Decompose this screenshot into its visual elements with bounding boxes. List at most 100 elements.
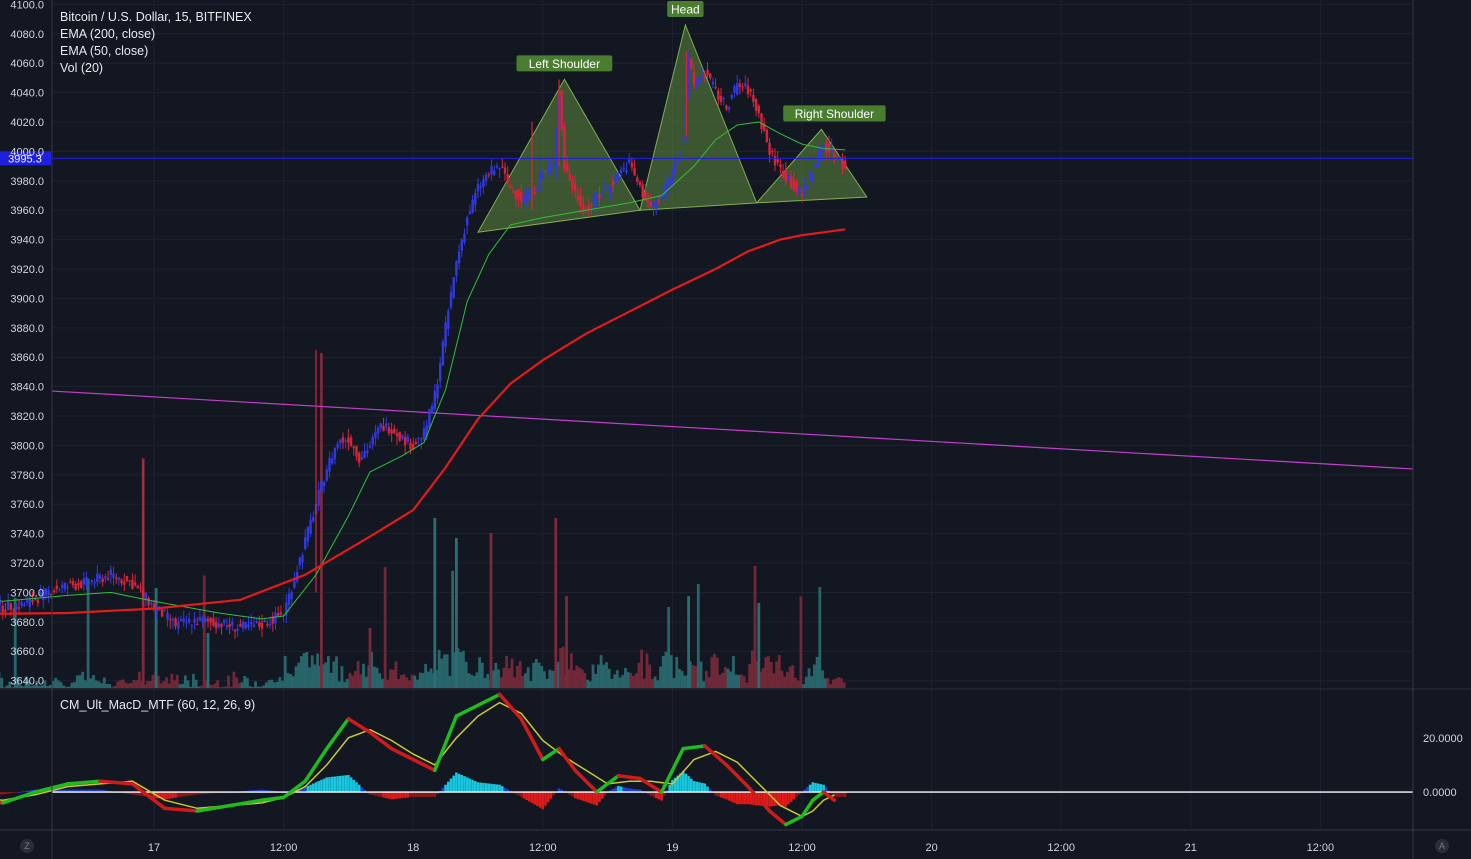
candle-body bbox=[563, 126, 566, 170]
candle-body bbox=[754, 98, 758, 111]
macd-histogram-bar bbox=[166, 792, 169, 799]
candle-body bbox=[633, 167, 636, 176]
macd-histogram-bar bbox=[700, 782, 704, 793]
candle-body bbox=[644, 191, 647, 201]
macd-histogram-bar bbox=[671, 779, 674, 793]
ema50-legend[interactable]: EMA (50, close) bbox=[60, 44, 149, 58]
auto-scale-button[interactable]: A bbox=[1435, 839, 1449, 853]
pattern-triangle-1 bbox=[639, 23, 758, 211]
macd-histogram-bar bbox=[622, 787, 626, 793]
candle-body bbox=[490, 166, 493, 175]
candle-body bbox=[452, 277, 455, 298]
candle-body bbox=[20, 601, 23, 606]
volume-bar bbox=[221, 686, 225, 688]
macd-histogram-bar bbox=[414, 792, 418, 797]
macd-histogram-bar bbox=[538, 792, 542, 808]
macd-line-segment bbox=[195, 803, 232, 813]
volume-bar bbox=[273, 682, 276, 688]
volume-bar bbox=[59, 682, 63, 688]
candle-body bbox=[741, 86, 744, 88]
symbol-title[interactable]: Bitcoin / U.S. Dollar, 15, BITFINEX bbox=[60, 10, 252, 24]
macd-histogram-bar bbox=[330, 776, 334, 793]
candle-body bbox=[727, 107, 731, 110]
macd-histogram-bar bbox=[401, 792, 404, 799]
macd-histogram-bar bbox=[379, 792, 383, 797]
volume-bar bbox=[46, 686, 50, 688]
macd-histogram-bar bbox=[833, 792, 836, 797]
macd-histogram-bar bbox=[503, 787, 507, 793]
volume-bar bbox=[742, 676, 746, 688]
candle-body bbox=[177, 621, 180, 629]
candle-body bbox=[336, 443, 339, 448]
candle-body bbox=[422, 428, 426, 440]
volume-legend[interactable]: Vol (20) bbox=[60, 61, 104, 75]
volume-bar bbox=[329, 672, 333, 688]
macd-line-segment bbox=[821, 790, 837, 802]
macd-histogram-bar bbox=[363, 789, 366, 793]
volume-bar bbox=[572, 670, 576, 688]
candle-body bbox=[385, 423, 388, 427]
volume-bar bbox=[556, 661, 560, 688]
trendline[interactable] bbox=[51, 390, 1414, 470]
time-tick-label: 12:00 bbox=[270, 842, 298, 854]
volume-bar bbox=[435, 670, 438, 688]
macd-histogram-bar bbox=[492, 784, 496, 793]
volume-bar bbox=[70, 682, 74, 688]
volume-bar bbox=[675, 656, 679, 688]
macd-histogram-bar bbox=[738, 792, 742, 805]
zoom-reset-button[interactable]: Z bbox=[20, 839, 34, 853]
volume-bar bbox=[302, 653, 306, 688]
chart-legend: Bitcoin / U.S. Dollar, 15, BITFINEX EMA … bbox=[60, 9, 252, 77]
candle-body bbox=[1, 605, 5, 613]
macd-legend[interactable]: CM_Ult_MacD_MTF (60, 12, 26, 9) bbox=[60, 698, 256, 712]
macd-histogram-bar bbox=[52, 789, 56, 793]
volume-bar bbox=[764, 657, 768, 688]
volume-bar bbox=[135, 680, 139, 688]
candle-body bbox=[379, 423, 382, 429]
candle-body bbox=[536, 187, 539, 192]
macd-histogram-bar bbox=[390, 792, 393, 800]
macd-histogram-bar bbox=[260, 789, 264, 793]
candle-body bbox=[101, 578, 104, 583]
candle-body bbox=[198, 616, 202, 621]
candle-body bbox=[746, 85, 750, 95]
volume-bar bbox=[127, 683, 131, 688]
trendline-line bbox=[51, 390, 1414, 470]
price-tick-label: 3700.0 bbox=[10, 587, 44, 599]
volume-bar bbox=[445, 654, 449, 688]
macd-histogram-bar bbox=[393, 792, 396, 800]
macd-histogram-bar bbox=[806, 787, 809, 793]
candle-body bbox=[395, 433, 399, 437]
macd-histogram-bar bbox=[333, 776, 337, 793]
ema200-legend[interactable]: EMA (200, close) bbox=[60, 27, 156, 41]
volume-bar bbox=[397, 678, 401, 688]
volume-bar bbox=[505, 655, 509, 688]
macd-histogram-bar bbox=[652, 792, 655, 797]
volume-bar bbox=[270, 679, 274, 688]
volume-bar bbox=[391, 669, 395, 688]
macd-histogram-bar bbox=[171, 792, 175, 799]
volume-bar bbox=[54, 677, 58, 688]
volume-bar bbox=[664, 651, 668, 688]
candle-body bbox=[709, 73, 712, 79]
price-tick-label: 3640.0 bbox=[10, 676, 44, 688]
macd-histogram-bar bbox=[87, 789, 91, 793]
candle-body bbox=[320, 480, 323, 492]
candle-body bbox=[641, 184, 644, 198]
candle-body bbox=[827, 144, 831, 151]
volume-bar bbox=[86, 578, 90, 688]
volume-bar bbox=[529, 681, 533, 688]
candle-body bbox=[250, 621, 253, 625]
candle-body bbox=[225, 625, 229, 628]
candle-body bbox=[703, 73, 706, 75]
macd-histogram-bar bbox=[71, 789, 75, 793]
volume-bar bbox=[543, 671, 546, 688]
volume-bar bbox=[364, 676, 368, 688]
macd-histogram-bar bbox=[725, 792, 728, 800]
candle-body bbox=[136, 585, 139, 588]
volume-bar bbox=[804, 676, 808, 688]
volume-bar bbox=[486, 673, 490, 688]
volume-bar bbox=[669, 655, 673, 688]
volume-bar bbox=[510, 658, 514, 688]
